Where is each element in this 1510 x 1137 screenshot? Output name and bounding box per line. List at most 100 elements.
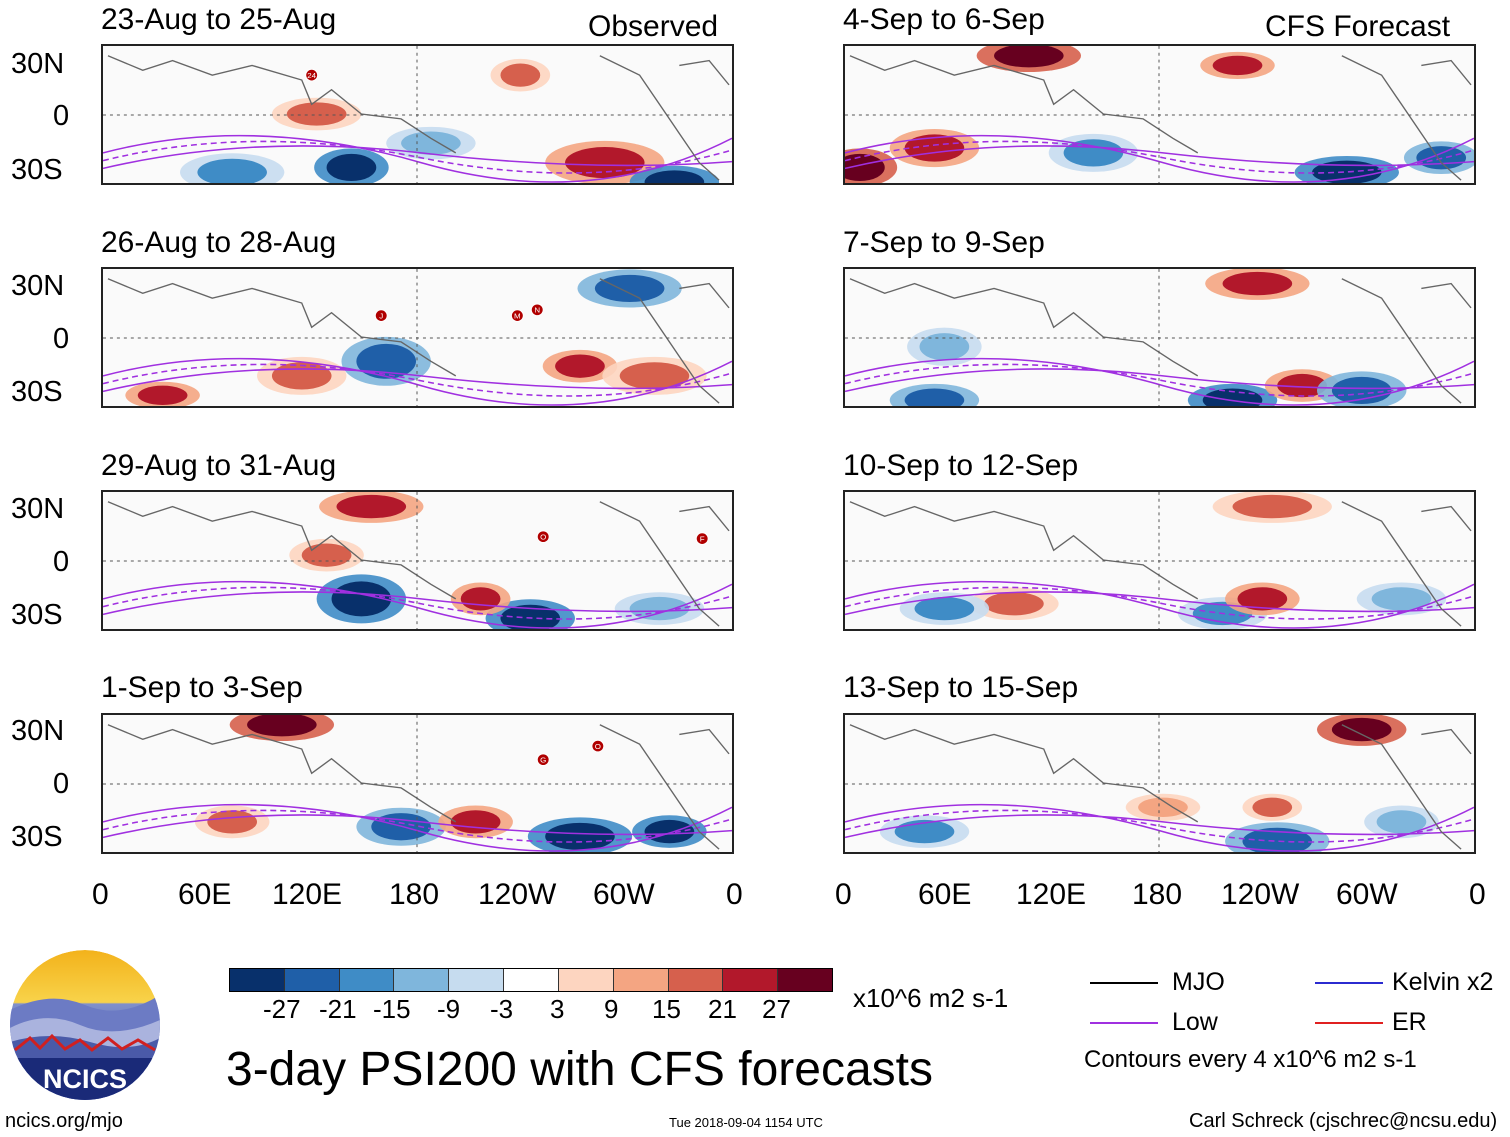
lon-left-60e: 60E	[178, 878, 232, 911]
low-contour	[103, 357, 732, 406]
lat-0-1: 0	[53, 100, 70, 132]
cb-tick-6: 9	[604, 994, 619, 1024]
anomaly-core	[336, 494, 407, 519]
low-contour	[845, 357, 1474, 406]
colorbar	[229, 968, 833, 992]
footer-url[interactable]: ncics.org/mjo	[5, 1110, 123, 1132]
lon-right-60e: 60E	[918, 878, 972, 911]
colorbar-swatch-0	[230, 969, 285, 991]
colorbar-swatch-8	[668, 969, 724, 991]
storm-label: O	[595, 742, 601, 751]
storm-label: N	[534, 306, 540, 315]
lat-30s-4: 30S	[11, 821, 63, 853]
colorbar-swatch-7	[613, 969, 669, 991]
ncics-logo: NCICS	[10, 950, 160, 1100]
low-contour	[845, 363, 1474, 397]
low-contour	[103, 363, 732, 397]
panel-title-right-4: 13-Sep to 15-Sep	[843, 671, 1079, 704]
lat-0-2: 0	[53, 323, 70, 355]
anomaly-core	[994, 46, 1064, 68]
low-contour	[103, 591, 732, 616]
logo-text: NCICS	[43, 1064, 127, 1094]
map-panel-right-4	[843, 713, 1476, 854]
anomaly-core	[1138, 797, 1188, 818]
low-contour	[103, 580, 732, 629]
anomaly-core	[845, 153, 885, 182]
low-contour	[103, 803, 732, 852]
map-field-left-1: 24	[103, 46, 732, 183]
storm-marker	[510, 309, 524, 322]
map-field-right-1	[845, 46, 1474, 183]
cfs-forecast-label: CFS Forecast	[1265, 10, 1451, 43]
legend-label-low: Low	[1172, 1008, 1218, 1036]
anomaly-core	[545, 822, 615, 851]
map-field-left-4: OG	[103, 715, 732, 852]
colorbar-swatch-5	[504, 969, 559, 991]
low-contour	[103, 809, 732, 843]
lon-left-60w: 60W	[593, 878, 655, 911]
storm-label: O	[540, 533, 546, 542]
map-panel-right-1	[843, 44, 1476, 185]
lat-0-4: 0	[53, 768, 70, 800]
lon-right-60w: 60W	[1336, 878, 1398, 911]
colorbar-swatch-1	[284, 969, 340, 991]
anomaly-core	[401, 131, 461, 155]
anomaly-core	[247, 715, 317, 737]
panel-title-right-1: 4-Sep to 6-Sep	[843, 3, 1045, 36]
low-contour	[845, 134, 1474, 183]
legend-label-er: ER	[1392, 1008, 1427, 1036]
map-panel-right-3	[843, 490, 1476, 631]
anomaly-core	[644, 819, 695, 844]
coastline	[107, 724, 730, 850]
anomaly-core	[1331, 376, 1392, 405]
storm-label: J	[379, 312, 383, 321]
lon-right-120w: 120W	[1221, 878, 1300, 911]
low-contour	[845, 591, 1474, 616]
lon-left-120w: 120W	[478, 878, 557, 911]
map-field-right-4	[845, 715, 1474, 852]
anomaly-core	[500, 604, 561, 629]
low-contour	[103, 134, 732, 183]
legend-line-mjo	[1090, 982, 1158, 984]
lon-left-360: 0	[726, 878, 743, 911]
coastline	[107, 278, 730, 404]
map-field-right-3	[845, 492, 1474, 629]
anomaly-core	[1232, 494, 1313, 519]
low-contour	[103, 586, 732, 620]
low-contour	[845, 140, 1474, 174]
colorbar-swatch-10	[778, 969, 832, 991]
panel-title-left-4: 1-Sep to 3-Sep	[101, 671, 303, 704]
low-contour	[103, 368, 732, 393]
low-contour	[103, 140, 732, 174]
anomaly-core	[1212, 55, 1263, 76]
lat-30n-2: 30N	[11, 270, 65, 302]
panel-title-left-1: 23-Aug to 25-Aug	[101, 3, 337, 36]
low-contour	[845, 145, 1474, 170]
footer-credit: Carl Schreck (cjschrec@ncsu.edu)	[1189, 1110, 1498, 1132]
anomaly-core	[1376, 810, 1427, 834]
anomaly-core	[919, 333, 970, 361]
map-panel-left-1: 24	[101, 44, 734, 185]
lat-30s-2: 30S	[11, 376, 63, 408]
lat-30n-3: 30N	[11, 493, 65, 525]
cb-tick-7: 15	[652, 994, 681, 1024]
map-field-right-2	[845, 269, 1474, 406]
low-contour	[845, 814, 1474, 839]
colorbar-swatch-6	[558, 969, 614, 991]
anomaly-core	[644, 170, 705, 183]
low-contour	[845, 803, 1474, 852]
observed-label: Observed	[588, 10, 719, 43]
anomaly-core	[1277, 373, 1327, 398]
legend-line-low	[1090, 1022, 1158, 1024]
storm-marker	[591, 739, 605, 753]
low-contour	[103, 814, 732, 839]
cb-tick-5: 3	[550, 994, 565, 1024]
map-panel-right-2	[843, 267, 1476, 408]
lat-30n-1: 30N	[11, 48, 65, 80]
anomaly-core	[460, 587, 501, 611]
anomaly-core	[1202, 388, 1263, 406]
panel-title-right-3: 10-Sep to 12-Sep	[843, 449, 1079, 482]
cb-tick-4: -3	[490, 994, 514, 1024]
panel-title-left-2: 26-Aug to 28-Aug	[101, 226, 337, 259]
